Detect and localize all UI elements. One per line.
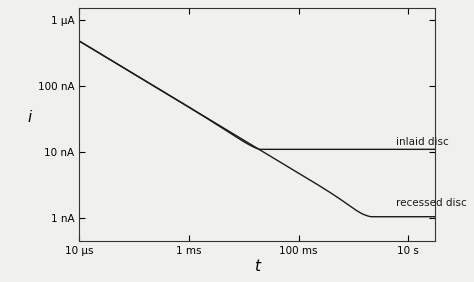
Text: inlaid disc: inlaid disc (396, 137, 449, 147)
X-axis label: t: t (254, 259, 260, 274)
Text: recessed disc: recessed disc (396, 198, 467, 208)
Y-axis label: i: i (27, 110, 32, 125)
